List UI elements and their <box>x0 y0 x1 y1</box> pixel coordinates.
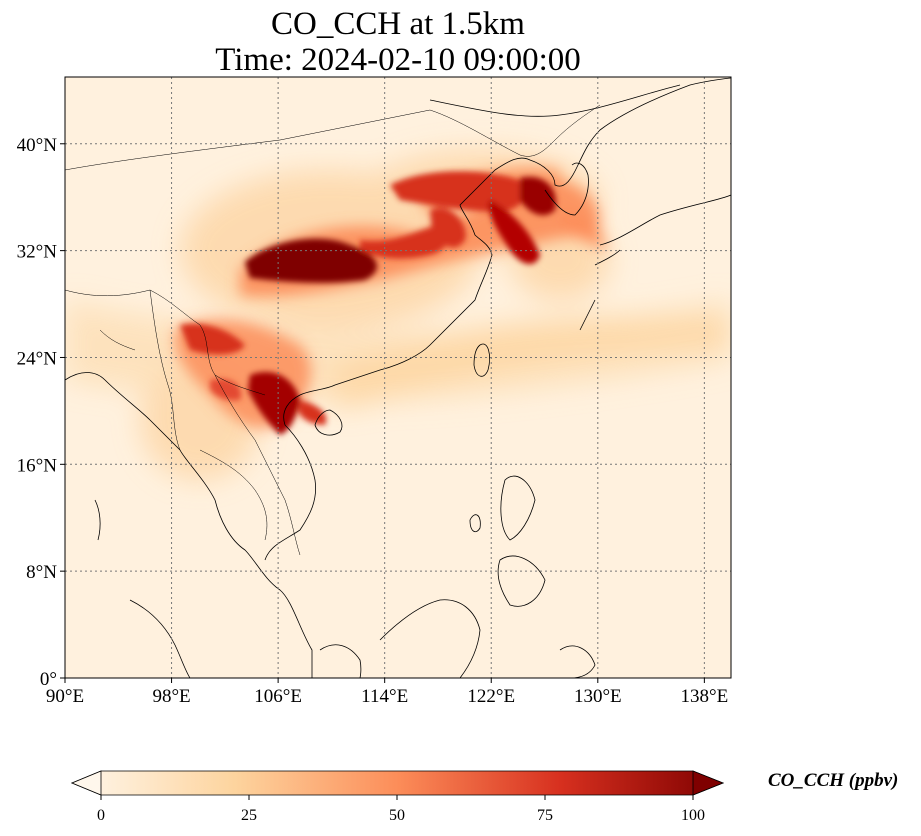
gridlines <box>65 77 731 678</box>
colorbar-ticks: 0 25 50 75 100 <box>97 795 705 824</box>
colorbar-tick-label: 75 <box>537 807 553 824</box>
longitude-ticks: 90°E 98°E 106°E 114°E 122°E 130°E 138°E <box>46 678 728 707</box>
lon-tick-label: 90°E <box>46 686 84 707</box>
map-time-label: Time: 2024-02-10 09:00:00 <box>215 42 581 78</box>
lon-tick-label: 106°E <box>254 686 302 707</box>
map-frame <box>64 76 732 679</box>
lat-tick-label: 32°N <box>17 242 58 263</box>
colorbar-gradient <box>70 770 725 796</box>
colorbar-tick-label: 50 <box>389 807 405 824</box>
coastlines <box>65 77 731 678</box>
colorbar-extend-min <box>70 770 102 796</box>
lon-tick-label: 114°E <box>361 686 408 707</box>
lat-tick-label: 0° <box>40 669 57 690</box>
lat-tick-label: 40°N <box>17 135 58 156</box>
map-panel <box>65 77 731 678</box>
lat-tick-label: 24°N <box>17 348 58 369</box>
lon-tick-label: 122°E <box>467 686 515 707</box>
colorbar-tick-label: 25 <box>241 807 257 824</box>
concentration-field <box>65 150 731 480</box>
map-title: CO_CCH at 1.5km <box>271 6 525 42</box>
colorbar: 0 25 50 75 100 <box>70 770 725 824</box>
lon-tick-label: 98°E <box>152 686 190 707</box>
colorbar-extend-max <box>692 770 725 796</box>
colorbar-label: CO_CCH (ppbv) <box>768 770 899 791</box>
lat-tick-label: 8°N <box>26 562 57 583</box>
colorbar-tick-label: 100 <box>681 807 705 824</box>
lon-tick-label: 130°E <box>574 686 622 707</box>
colorbar-tick-label: 0 <box>97 807 105 824</box>
latitude-ticks: 0° 8°N 16°N 24°N 32°N 40°N <box>17 135 65 690</box>
lat-tick-label: 16°N <box>17 455 58 476</box>
lon-tick-label: 138°E <box>681 686 729 707</box>
country-borders <box>65 104 601 556</box>
